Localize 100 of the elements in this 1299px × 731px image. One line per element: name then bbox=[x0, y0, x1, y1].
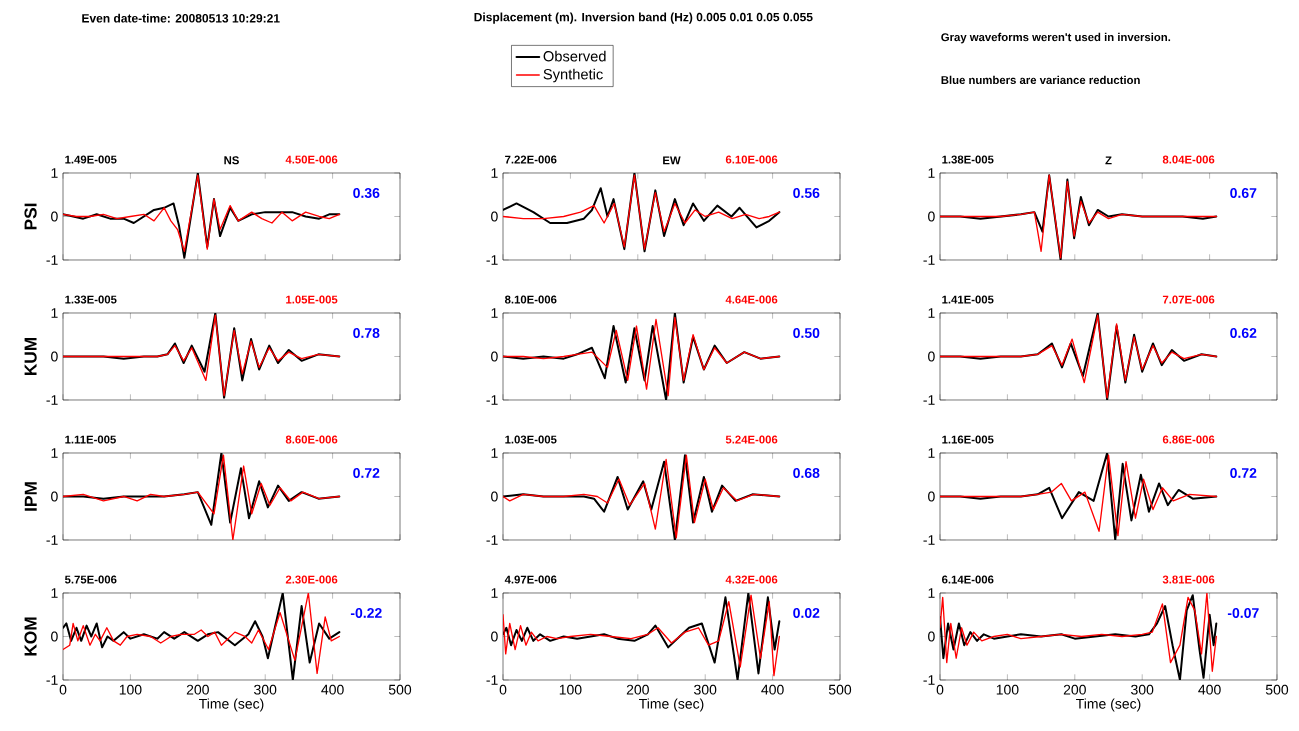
annotation: 0.67 bbox=[1230, 188, 1257, 198]
x-tick-label: 200 bbox=[626, 684, 649, 695]
x-tick-label: 100 bbox=[119, 684, 142, 695]
annotation: 0.62 bbox=[1230, 328, 1257, 338]
x-tick-label: 400 bbox=[761, 684, 784, 695]
x-tick-label: 100 bbox=[559, 684, 582, 695]
x-tick-label: 300 bbox=[694, 684, 717, 695]
y-axis-title: KUM bbox=[24, 337, 37, 376]
x-tick-label: 0 bbox=[936, 684, 944, 695]
text: 6.14E-006 bbox=[942, 575, 994, 584]
y-tick-label: 0 bbox=[51, 211, 58, 222]
y-tick-label: 0 bbox=[928, 491, 935, 502]
text: 1.33E-005 bbox=[65, 295, 117, 304]
text: 5.75E-006 bbox=[64, 575, 117, 584]
y-tick-label: -1 bbox=[46, 675, 58, 685]
text: 8.10E-006 bbox=[504, 295, 557, 304]
x-tick-label: 200 bbox=[1063, 684, 1086, 695]
y-tick-label: -1 bbox=[923, 535, 935, 545]
x-tick-label: 0 bbox=[59, 684, 67, 695]
y-tick-label: -1 bbox=[486, 395, 498, 405]
x-tick-label: 200 bbox=[186, 684, 209, 695]
text: Even date-time: 20080513 10:29:21 bbox=[82, 13, 280, 23]
chart-title: NS bbox=[224, 156, 239, 165]
text: 7.07E-006 bbox=[1162, 295, 1215, 304]
chart-title: Z bbox=[1105, 156, 1112, 165]
text: 1.38E-005 bbox=[942, 155, 994, 164]
y-tick-label: 0 bbox=[51, 491, 58, 502]
y-tick-label: 1 bbox=[491, 168, 498, 178]
y-tick-label: -1 bbox=[46, 255, 58, 265]
annotation: 0.78 bbox=[353, 328, 380, 338]
y-tick-label: 0 bbox=[51, 351, 58, 362]
y-axis-title: IPM bbox=[24, 482, 37, 511]
text: 5.24E-006 bbox=[725, 435, 778, 444]
text: Gray waveforms weren't used in inversion. bbox=[941, 32, 1171, 44]
y-tick-label: 1 bbox=[491, 588, 498, 598]
text: 1.03E-005 bbox=[505, 435, 557, 444]
y-tick-label: 1 bbox=[51, 448, 58, 458]
text: 2.30E-006 bbox=[285, 575, 338, 584]
x-tick-label: 500 bbox=[828, 684, 852, 695]
y-tick-label: 1 bbox=[491, 448, 498, 458]
text: 1.05E-005 bbox=[286, 295, 338, 304]
y-axis-title: PSI bbox=[24, 203, 37, 230]
y-tick-label: 1 bbox=[928, 168, 935, 178]
text: 1.16E-005 bbox=[942, 435, 994, 444]
text: Blue numbers are variance reduction bbox=[941, 75, 1140, 85]
y-tick-label: 0 bbox=[928, 351, 935, 362]
x-axis-title: Time (sec) bbox=[1076, 698, 1141, 712]
text: 8.04E-006 bbox=[1162, 155, 1215, 164]
line-series bbox=[63, 454, 341, 540]
annotation: -0.22 bbox=[350, 608, 382, 618]
text: 4.97E-006 bbox=[504, 575, 557, 584]
x-tick-label: 0 bbox=[499, 684, 507, 695]
y-tick-label: 1 bbox=[51, 588, 58, 598]
x-tick-label: 300 bbox=[1131, 684, 1154, 695]
y-tick-label: -1 bbox=[486, 255, 498, 265]
y-tick-label: 1 bbox=[928, 308, 935, 318]
y-tick-label: 0 bbox=[491, 211, 498, 222]
annotation: 0.68 bbox=[793, 468, 820, 478]
y-tick-label: 1 bbox=[928, 448, 935, 458]
y-tick-label: 0 bbox=[491, 351, 498, 362]
y-tick-label: 0 bbox=[491, 631, 498, 642]
y-tick-label: -1 bbox=[46, 535, 58, 545]
y-tick-label: 0 bbox=[928, 631, 935, 642]
legend-label: Synthetic bbox=[543, 68, 603, 83]
y-tick-label: 1 bbox=[51, 168, 58, 178]
annotation: 0.72 bbox=[353, 468, 380, 478]
text: Displacement (m). Inversion band (Hz) 0.005 0.01 0.05 0.055 bbox=[474, 12, 813, 24]
x-tick-label: 400 bbox=[1198, 684, 1221, 695]
y-tick-label: -1 bbox=[486, 675, 498, 685]
x-tick-label: 100 bbox=[996, 684, 1019, 695]
y-tick-label: 1 bbox=[491, 308, 498, 318]
y-tick-label: 0 bbox=[491, 491, 498, 502]
annotation: 0.36 bbox=[353, 188, 380, 198]
y-tick-label: -1 bbox=[923, 255, 935, 265]
x-tick-label: 400 bbox=[321, 684, 344, 695]
text: 6.10E-006 bbox=[725, 155, 778, 164]
y-tick-label: 0 bbox=[51, 631, 58, 642]
annotation: 0.72 bbox=[1230, 468, 1257, 478]
y-tick-label: -1 bbox=[46, 395, 58, 405]
text: 1.11E-005 bbox=[65, 435, 116, 444]
legend-label: Observed bbox=[543, 50, 606, 62]
y-tick-label: -1 bbox=[923, 395, 935, 405]
text: 3.81E-006 bbox=[1162, 575, 1215, 584]
annotation: 0.56 bbox=[793, 188, 820, 198]
y-axis-title: KOM bbox=[24, 617, 37, 656]
chart-title: EW bbox=[663, 156, 681, 165]
y-tick-label: -1 bbox=[923, 675, 935, 685]
text: 1.41E-005 bbox=[942, 295, 994, 304]
y-tick-label: 0 bbox=[928, 211, 935, 222]
text: 7.22E-006 bbox=[505, 155, 557, 164]
x-tick-label: 300 bbox=[254, 684, 277, 695]
x-axis-title: Time (sec) bbox=[199, 698, 264, 712]
y-tick-label: -1 bbox=[486, 535, 498, 545]
annotation: 0.02 bbox=[793, 608, 820, 618]
x-axis-title: Time (sec) bbox=[639, 698, 704, 712]
annotation: 0.50 bbox=[793, 328, 820, 338]
text: 8.60E-006 bbox=[285, 435, 338, 444]
annotation: -0.07 bbox=[1227, 608, 1259, 618]
x-tick-label: 500 bbox=[388, 684, 412, 695]
y-tick-label: 1 bbox=[928, 588, 935, 598]
